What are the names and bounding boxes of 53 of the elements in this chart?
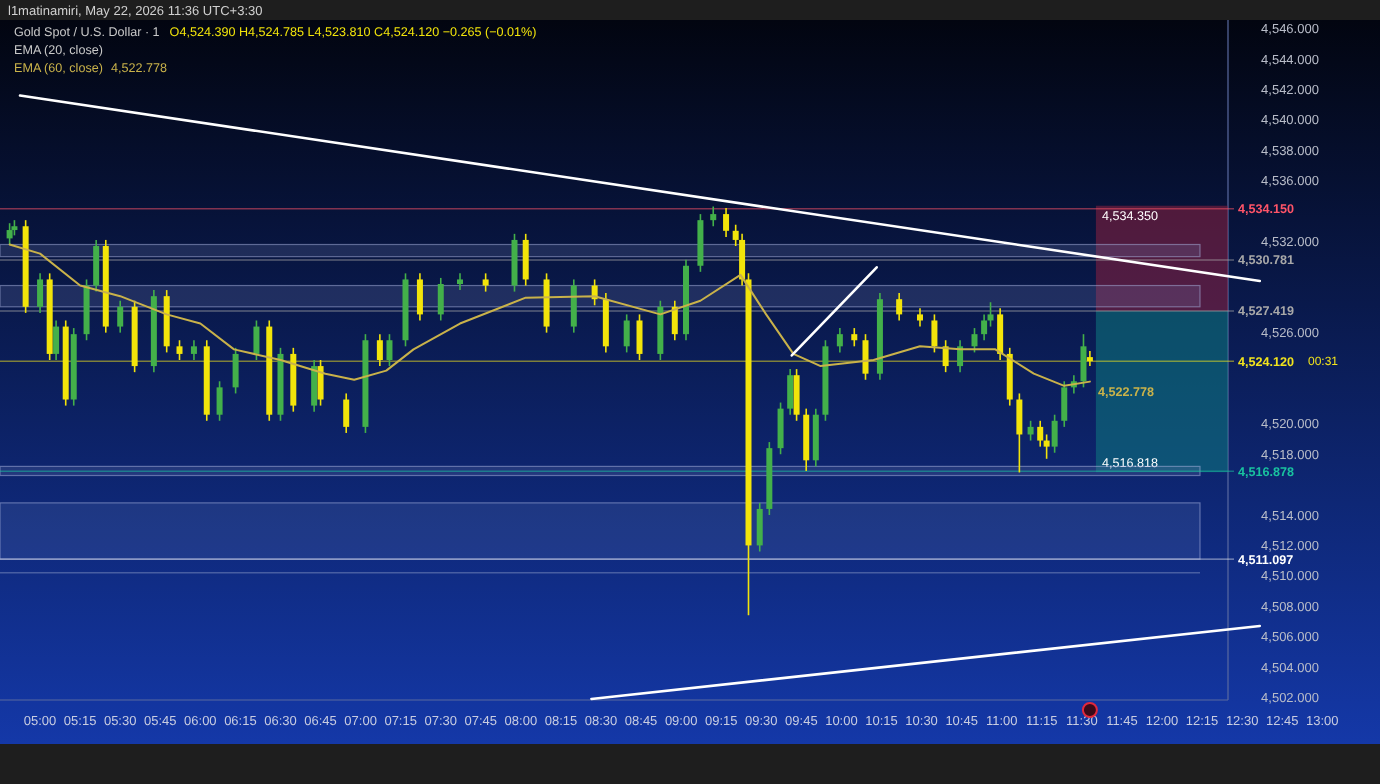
candlestick xyxy=(386,333,393,367)
candlestick xyxy=(812,407,819,468)
candlestick xyxy=(511,233,518,293)
candlestick xyxy=(190,339,197,361)
candlestick xyxy=(602,292,609,354)
candlestick xyxy=(971,327,978,354)
candlestick xyxy=(482,272,489,293)
candlestick xyxy=(543,272,550,334)
candlestick xyxy=(1086,350,1093,367)
candlestick xyxy=(1051,413,1058,454)
candlestick xyxy=(376,333,383,367)
candlestick xyxy=(997,307,1004,361)
candlestick xyxy=(787,368,794,416)
candlestick xyxy=(317,359,324,407)
candlestick xyxy=(176,339,183,361)
candlestick xyxy=(416,272,423,322)
candlestick xyxy=(1006,347,1013,407)
candlestick xyxy=(53,319,60,361)
candlestick xyxy=(232,347,239,395)
candlestick xyxy=(1080,333,1087,389)
candlestick xyxy=(957,339,964,373)
candlestick xyxy=(793,368,800,422)
candlestick xyxy=(777,401,784,456)
candlestick xyxy=(437,277,444,322)
candlestick xyxy=(896,292,903,322)
candlestick xyxy=(942,339,949,373)
candlestick xyxy=(851,327,858,348)
candlestick xyxy=(216,380,223,422)
candlestick xyxy=(570,278,577,334)
candlestick xyxy=(931,313,938,354)
candlestick xyxy=(93,239,100,293)
candlestick xyxy=(6,222,13,246)
candlestick xyxy=(117,299,124,334)
candlestick xyxy=(836,327,843,354)
candlestick xyxy=(343,392,350,434)
candlestick xyxy=(253,319,260,361)
candlestick xyxy=(636,313,643,361)
candlestick xyxy=(522,233,529,287)
candlestick xyxy=(710,205,717,228)
candlestick xyxy=(1016,392,1023,474)
candlestick xyxy=(311,359,318,413)
candlestick xyxy=(657,299,664,361)
candlestick xyxy=(1061,380,1068,428)
candlestick xyxy=(671,299,678,342)
candlestick xyxy=(917,307,923,328)
candlestick xyxy=(803,407,810,472)
candlestick xyxy=(723,207,730,238)
candlestick xyxy=(697,213,704,273)
candlestick xyxy=(756,502,763,553)
candlestick xyxy=(37,272,44,314)
candlestick xyxy=(623,313,630,354)
candlestick xyxy=(1027,420,1034,442)
candlestick xyxy=(862,333,869,381)
